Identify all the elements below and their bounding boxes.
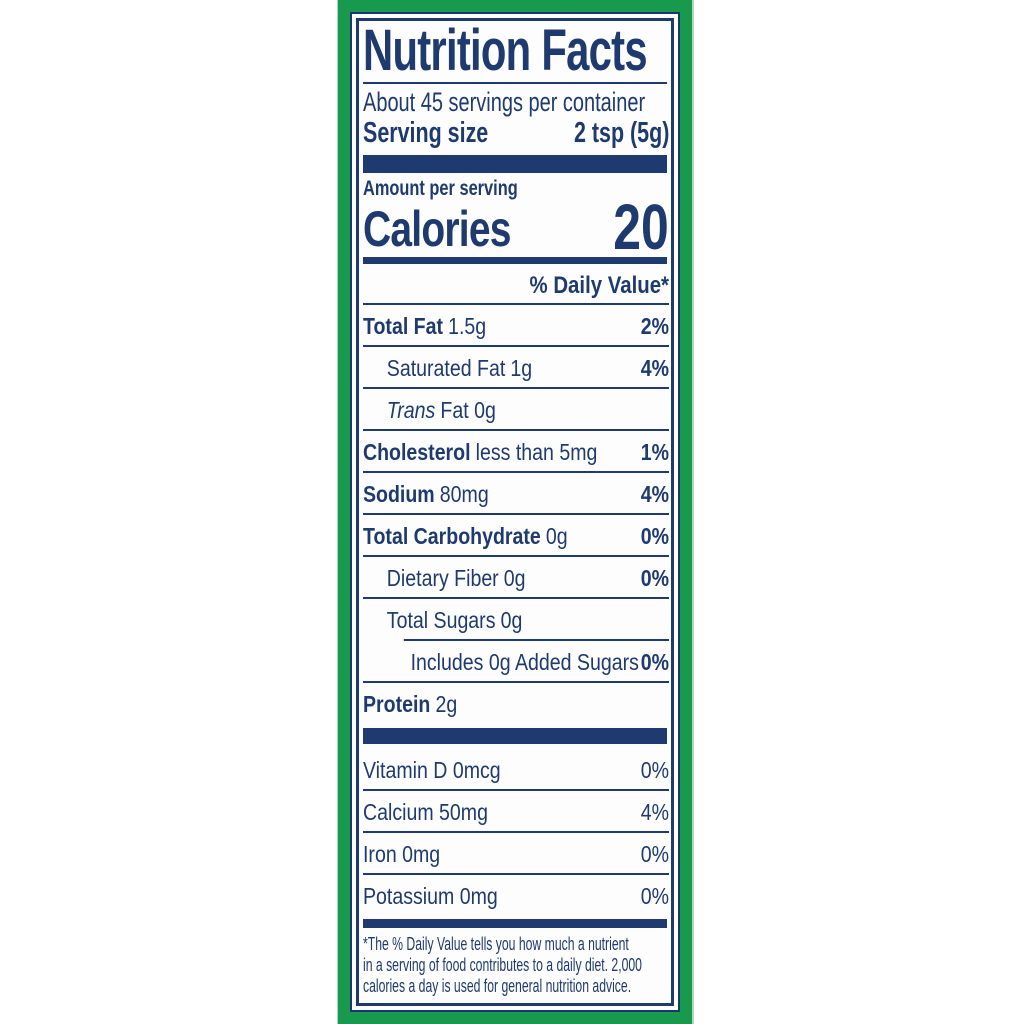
amount-per-serving-label: Amount per serving bbox=[363, 177, 518, 200]
nutrient-name: Total Sugars bbox=[386, 607, 496, 633]
vitamin-row-iron: Iron 0mg 0% bbox=[363, 833, 669, 875]
serving-size-row: Serving size 2 tsp (5g) bbox=[363, 117, 669, 155]
nutrient-amount: 0g bbox=[500, 607, 523, 633]
vitamin-name: Potassium 0mg bbox=[363, 883, 498, 909]
daily-value: 4% bbox=[640, 481, 669, 507]
serving-size-label: Serving size bbox=[363, 117, 489, 149]
vitamin-name: Iron 0mg bbox=[363, 841, 441, 867]
nutrient-row-total-carbohydrate: Total Carbohydrate 0g 0% bbox=[363, 515, 669, 557]
divider-bar-under-calories bbox=[363, 257, 667, 264]
nutrient-amount: 2g bbox=[435, 691, 458, 717]
nutrient-name: Sodium bbox=[363, 481, 435, 507]
nutrient-row-sodium: Sodium 80mg 4% bbox=[363, 473, 669, 515]
nutrient-text: Cholesterol less than 5mg bbox=[363, 440, 597, 464]
calories-section: Amount per serving Calories 20 bbox=[363, 177, 669, 263]
daily-value: 0% bbox=[640, 565, 669, 591]
nutrient-name: Trans bbox=[386, 397, 436, 423]
nutrient-table: % Daily Value* Total Fat 1.5g 2% Saturate… bbox=[363, 269, 669, 723]
vitamin-name: Calcium 50mg bbox=[363, 799, 488, 825]
daily-value: 1% bbox=[640, 439, 669, 465]
nutrient-row-total-fat: Total Fat 1.5g 2% bbox=[363, 305, 669, 347]
daily-value: 0% bbox=[640, 841, 669, 867]
daily-value: 0% bbox=[640, 523, 669, 549]
calories-label: Calories bbox=[363, 201, 511, 257]
footnote-section: *The % Daily Value tells you how much a … bbox=[363, 933, 669, 996]
nutrient-row-added-sugars: Includes 0g Added Sugars 0% bbox=[363, 641, 669, 683]
calories-row: Calories 20 bbox=[363, 191, 669, 263]
vitamin-name: Vitamin D 0mcg bbox=[363, 757, 501, 783]
daily-value: 4% bbox=[640, 355, 669, 381]
nutrient-row-trans-fat: Trans Fat 0g bbox=[363, 389, 669, 431]
daily-value: 2% bbox=[640, 313, 669, 339]
nutrient-row-dietary-fiber: Dietary Fiber 0g 0% bbox=[363, 557, 669, 599]
nutrient-name: Includes 0g Added Sugars bbox=[410, 649, 639, 675]
divider-bar-top bbox=[363, 155, 667, 173]
nutrient-amount: less than 5mg bbox=[475, 439, 598, 465]
nutrient-amount: Fat 0g bbox=[440, 397, 496, 423]
indented-rule-above-added-sugars bbox=[403, 639, 669, 641]
label-content-box: Nutrition Facts About 45 servings per co… bbox=[356, 18, 674, 1006]
nutrient-text: Includes 0g Added Sugars bbox=[411, 650, 639, 674]
nutrient-name: Total Carbohydrate bbox=[363, 523, 541, 549]
divider-bar-above-footnote bbox=[363, 919, 667, 928]
nutrient-text: Dietary Fiber 0g bbox=[387, 566, 526, 590]
rule-under-title bbox=[363, 82, 667, 84]
servings-per-container: About 45 servings per container bbox=[363, 87, 646, 117]
nutrient-amount: 0g bbox=[545, 523, 568, 549]
vitamin-row-calcium: Calcium 50mg 4% bbox=[363, 791, 669, 833]
nutrient-text: Total Sugars 0g bbox=[387, 608, 523, 632]
vitamin-row-potassium: Potassium 0mg 0% bbox=[363, 875, 669, 915]
nutrient-name: Dietary Fiber bbox=[386, 565, 499, 591]
nutrient-text: Trans Fat 0g bbox=[387, 398, 496, 422]
daily-value-header: % Daily Value* bbox=[363, 269, 669, 305]
serving-size-value: 2 tsp (5g) bbox=[573, 117, 670, 149]
nutrient-text: Total Fat 1.5g bbox=[363, 314, 486, 338]
daily-value: 0% bbox=[640, 649, 669, 675]
nutrient-name: Total Fat bbox=[363, 313, 444, 339]
daily-value-footnote: *The % Daily Value tells you how much a … bbox=[363, 933, 642, 996]
nutrient-text: Saturated Fat 1g bbox=[387, 356, 532, 380]
nutrient-row-total-sugars: Total Sugars 0g bbox=[363, 599, 669, 639]
vitamins-table: Vitamin D 0mcg 0% Calcium 50mg 4% Iron 0… bbox=[363, 749, 669, 915]
label-title: Nutrition Facts bbox=[363, 18, 648, 83]
nutrient-name: Protein bbox=[363, 691, 431, 717]
nutrient-amount: 0g bbox=[503, 565, 526, 591]
calories-value: 20 bbox=[613, 191, 669, 263]
nutrient-name: Saturated Fat bbox=[386, 355, 506, 381]
nutrient-text: Sodium 80mg bbox=[363, 482, 489, 506]
daily-value: 4% bbox=[640, 799, 669, 825]
nutrient-text: Protein 2g bbox=[363, 692, 457, 716]
nutrient-amount: 80mg bbox=[439, 481, 489, 507]
title-section: Nutrition Facts bbox=[363, 18, 669, 83]
nutrient-amount: 1.5g bbox=[448, 313, 487, 339]
nutrient-row-saturated-fat: Saturated Fat 1g 4% bbox=[363, 347, 669, 389]
label-inner-stroke: Nutrition Facts About 45 servings per co… bbox=[350, 12, 680, 1012]
nutrition-facts-label: Nutrition Facts About 45 servings per co… bbox=[338, 0, 692, 1024]
nutrient-row-protein: Protein 2g bbox=[363, 683, 669, 723]
daily-value: 0% bbox=[640, 883, 669, 909]
nutrient-row-cholesterol: Cholesterol less than 5mg 1% bbox=[363, 431, 669, 473]
nutrient-name: Cholesterol bbox=[363, 439, 471, 465]
nutrient-amount: 1g bbox=[510, 355, 533, 381]
serving-section: About 45 servings per container Serving … bbox=[363, 87, 669, 155]
divider-bar-under-protein bbox=[363, 728, 667, 744]
nutrient-text: Total Carbohydrate 0g bbox=[363, 524, 568, 548]
vitamin-row-vitamin-d: Vitamin D 0mcg 0% bbox=[363, 749, 669, 791]
daily-value: 0% bbox=[640, 757, 669, 783]
